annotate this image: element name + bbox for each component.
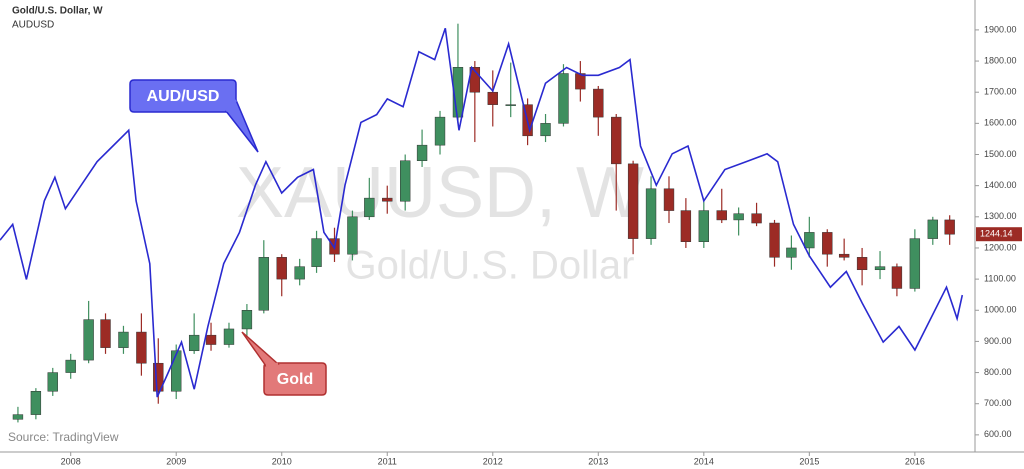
candle-body: [118, 331, 129, 348]
callout-seam: [224, 98, 238, 113]
x-tick-label: 2009: [166, 456, 186, 466]
candle-body: [874, 266, 886, 271]
y-tick-label: 1300.00: [984, 211, 1017, 221]
y-tick-label: 1600.00: [984, 118, 1017, 128]
candle-body: [540, 123, 551, 137]
x-tick-label: 2011: [378, 456, 397, 466]
candle-body: [400, 160, 411, 202]
callout-seam: [265, 362, 279, 368]
candle-body: [171, 350, 182, 392]
candle-body: [47, 372, 58, 392]
y-tick-label: 1900.00: [984, 24, 1017, 34]
y-tick-label: 1500.00: [984, 149, 1017, 159]
candle-body: [822, 232, 833, 255]
watermark-symbol: XAUUSD, W: [236, 153, 644, 233]
candle-body: [382, 197, 393, 202]
candle-body: [838, 253, 850, 258]
candle-body: [276, 257, 287, 280]
x-tick-label: 2013: [588, 456, 608, 466]
candle-body: [65, 359, 76, 373]
x-tick-label: 2010: [272, 456, 292, 466]
legend-gold: Gold/U.S. Dollar, W: [12, 6, 103, 17]
candle-body: [311, 238, 322, 267]
candle-body: [347, 216, 358, 255]
candle-body: [663, 188, 675, 211]
x-tick-label: 2008: [61, 456, 81, 466]
candle-body: [136, 331, 147, 364]
candle-body: [733, 213, 744, 221]
candle-body: [487, 91, 498, 105]
candle-body: [100, 319, 111, 348]
callout-label: Gold: [277, 371, 313, 388]
callout-label: AUD/USD: [147, 88, 220, 105]
x-tick-label: 2014: [694, 456, 714, 466]
callout-box: [263, 362, 327, 396]
y-tick-label: 1200.00: [984, 242, 1017, 252]
candle-body: [364, 197, 375, 218]
candle-body: [909, 238, 921, 289]
aud-line: [0, 27, 964, 398]
candle-body: [223, 328, 235, 345]
candle-body: [83, 319, 94, 361]
y-tick-label: 900.00: [984, 336, 1012, 346]
candle-body: [593, 88, 604, 118]
candle-body: [891, 266, 903, 289]
candle-body: [205, 334, 217, 345]
candle-body: [627, 163, 639, 239]
y-tick-label: 1000.00: [984, 305, 1017, 315]
candle-body: [505, 104, 516, 106]
candle-body: [804, 232, 815, 249]
y-tick-label: 1100.00: [984, 273, 1016, 283]
plot-area: [0, 23, 964, 423]
candle-body: [751, 213, 762, 224]
candle-body: [416, 144, 428, 161]
candle-body: [153, 362, 164, 392]
candle-body: [645, 188, 657, 239]
y-tick-label: 1700.00: [984, 87, 1017, 97]
candle-body: [434, 116, 446, 146]
watermark-name: Gold/U.S. Dollar: [346, 244, 635, 288]
candle-body: [698, 210, 709, 242]
candle-body: [258, 257, 269, 311]
candle-body: [241, 310, 253, 330]
x-tick-label: 2016: [905, 456, 925, 466]
y-tick-label: 700.00: [984, 398, 1012, 408]
candle-body: [769, 222, 780, 258]
candle-body: [680, 210, 692, 242]
last-price-tag: [976, 227, 1022, 242]
candle-body: [30, 391, 42, 415]
candle-body: [716, 210, 727, 221]
candle-body: [558, 73, 569, 124]
legend-aud: AUDUSD: [12, 20, 54, 31]
candle-body: [856, 257, 868, 271]
candle-body: [786, 247, 797, 258]
candle-body: [12, 414, 24, 420]
candle-body: [927, 219, 938, 239]
last-price-label: 1244.14: [980, 229, 1013, 239]
x-tick-label: 2015: [799, 456, 819, 466]
y-tick-label: 1400.00: [984, 180, 1017, 190]
candle-body: [188, 334, 200, 352]
y-tick-label: 600.00: [984, 429, 1012, 439]
candle-body: [294, 266, 305, 280]
candle-body: [944, 219, 955, 235]
y-tick-label: 1800.00: [984, 55, 1017, 65]
y-tick-label: 800.00: [984, 367, 1012, 377]
x-tick-label: 2012: [483, 456, 503, 466]
candle-body: [611, 116, 622, 165]
source: Source: TradingView: [8, 430, 119, 444]
